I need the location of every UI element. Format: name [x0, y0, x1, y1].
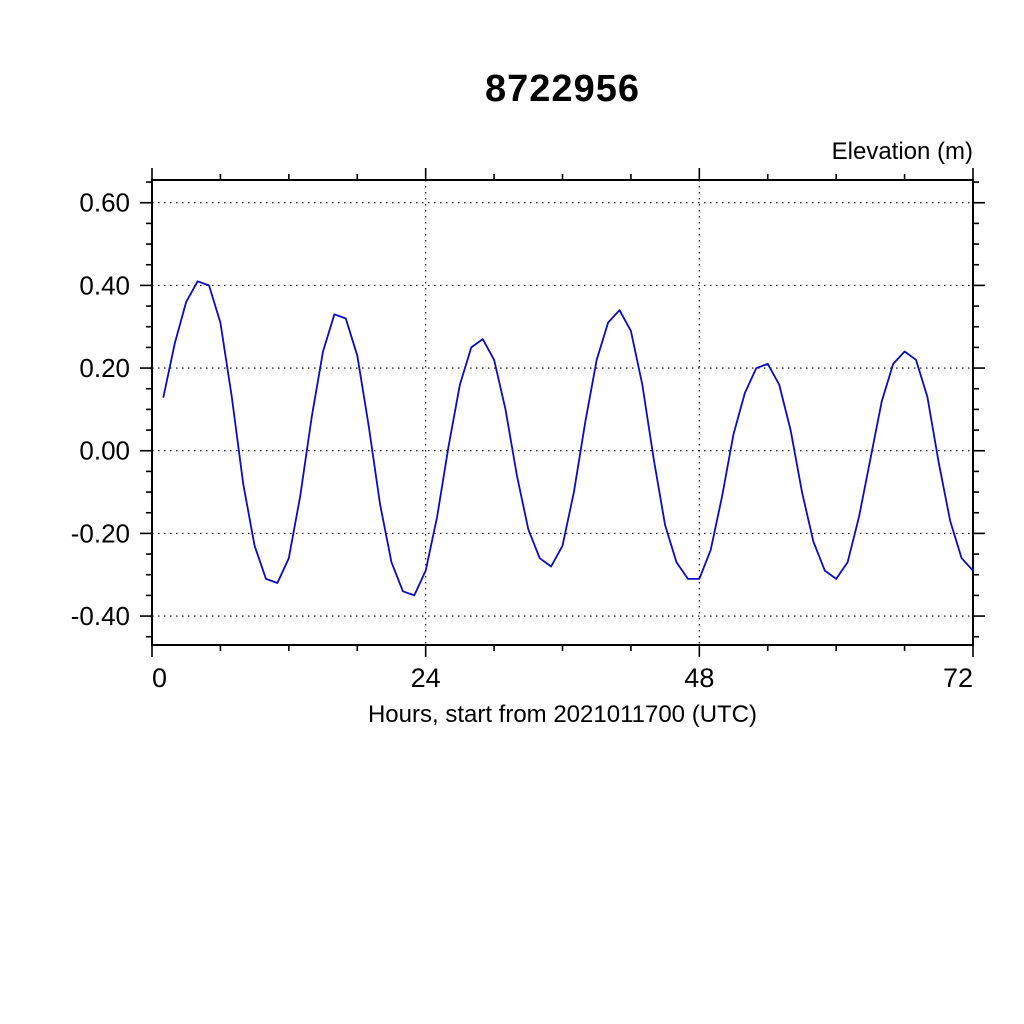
x-tick-label: 48: [684, 663, 714, 693]
y-tick-label: 0.40: [79, 270, 130, 300]
x-axis-label: Hours, start from 2021011700 (UTC): [367, 701, 758, 728]
plot-frame: [151, 179, 974, 646]
y-tick-label: 0.00: [79, 436, 130, 466]
elevation-line: [162, 280, 974, 597]
y-tick-label: 0.60: [79, 188, 130, 218]
y-tick-label: -0.40: [71, 601, 130, 631]
y-tick-label: -0.20: [71, 518, 130, 548]
x-tick-label: 24: [411, 663, 441, 693]
chart-title: 8722956: [485, 68, 640, 110]
x-tick-label: 72: [943, 663, 973, 693]
x-tick-label: 0: [152, 663, 167, 693]
y-axis-label: Elevation (m): [831, 138, 973, 165]
y-tick-label: 0.20: [79, 353, 130, 383]
